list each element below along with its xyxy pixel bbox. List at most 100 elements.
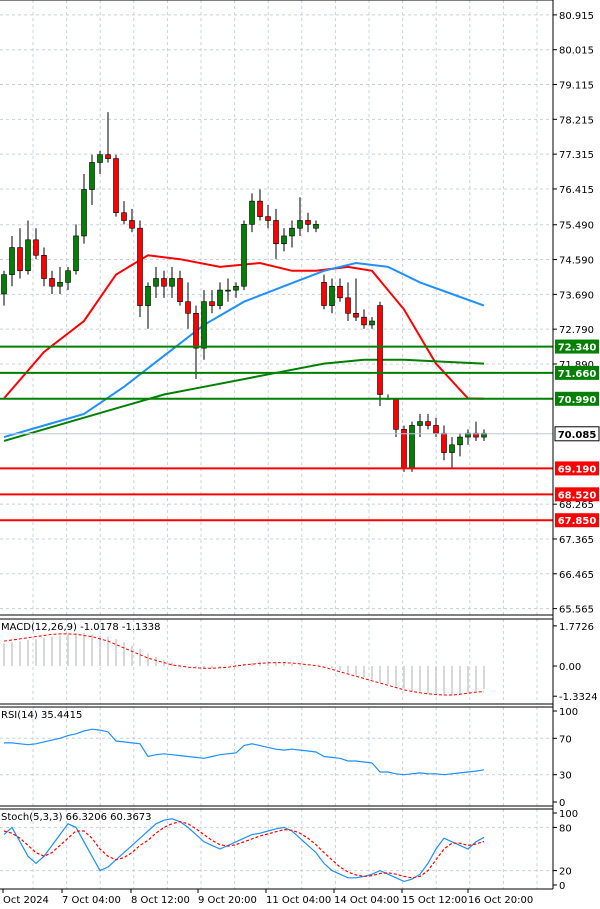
level-badge-bg — [555, 487, 599, 502]
level-badge: 71.660 — [555, 365, 599, 380]
candle — [161, 270, 167, 298]
candle — [193, 305, 199, 380]
candle-body — [433, 425, 439, 434]
candle-body — [177, 278, 183, 302]
price-tick-label: 77.315 — [559, 150, 594, 161]
candle — [49, 270, 55, 294]
level-badge: 68.520 — [555, 487, 599, 502]
indicator-line — [3, 820, 485, 879]
candle-body — [337, 285, 343, 299]
indicator-tick-label: 0 — [559, 798, 565, 809]
candle-body — [209, 301, 215, 306]
stoch-pane[interactable]: Stoch(5,3,3) 66.3206 60.3673 100 80 20 0 — [0, 809, 578, 892]
candle — [185, 282, 191, 329]
candle-body — [41, 254, 47, 279]
candle — [97, 150, 103, 175]
candle — [273, 208, 279, 260]
pane-borders — [0, 0, 554, 890]
candle — [65, 266, 71, 291]
level-badge-bg — [555, 365, 599, 380]
candle — [57, 266, 63, 294]
candle-body — [249, 200, 255, 225]
candle — [481, 429, 487, 441]
moving-average-line — [3, 261, 485, 439]
rsi-pane[interactable]: RSI(14) 35.4415 100 70 30 0 — [0, 707, 578, 809]
price-tick-label: 72.790 — [559, 325, 594, 336]
candle — [281, 228, 287, 252]
price-tick-label: 80.015 — [559, 46, 594, 57]
candle-body — [233, 285, 239, 291]
candle-body — [329, 285, 335, 306]
candle-body — [145, 285, 151, 306]
level-badge: 67.850 — [555, 513, 599, 528]
indicator-tick-label: 100 — [559, 707, 578, 718]
candle-body — [9, 247, 15, 275]
candle — [417, 413, 423, 438]
indicator-tick-label: 70 — [559, 734, 572, 745]
price-tick-label: 76.415 — [559, 185, 594, 196]
candle — [369, 317, 375, 329]
candle — [297, 197, 303, 236]
candle — [465, 429, 471, 445]
candle — [89, 154, 95, 205]
time-tick-label: Oct 2024 — [3, 895, 49, 906]
candle-body — [273, 220, 279, 244]
candle-body — [169, 278, 175, 287]
candle-body — [361, 316, 367, 326]
level-badge-bg — [555, 461, 599, 476]
candle-body — [257, 200, 263, 217]
candle — [25, 220, 31, 275]
candle — [257, 189, 263, 221]
price-pane[interactable] — [0, 112, 553, 522]
indicator-tick-label: 0 — [559, 881, 565, 892]
moving-average-line — [3, 358, 485, 442]
macd-pane[interactable]: MACD(12,26,9) -1.0178 -1.1338 1.7726 0.00 -… — [1, 622, 598, 703]
candle-body — [473, 432, 479, 438]
level-badge-label: 68.520 — [558, 490, 597, 501]
candle-body — [217, 289, 223, 306]
price-tick-label: 68.265 — [559, 500, 594, 511]
candle — [9, 235, 15, 287]
indicator-tick-label: 100 — [559, 809, 578, 820]
price-tick-label: 75.490 — [559, 221, 594, 232]
level-badge-label: 69.190 — [558, 464, 597, 475]
candle-body — [161, 278, 167, 287]
price-axis: 80.915 80.015 79.115 78.215 77.315 76.415 75.4… — [553, 11, 600, 616]
candle-body — [113, 158, 119, 214]
indicator-tick-label: 1.7726 — [559, 622, 594, 633]
level-badge: 69.190 — [555, 461, 599, 476]
candle-body — [121, 212, 127, 221]
candle — [129, 208, 135, 233]
indicator-header: RSI(14) 35.4415 — [1, 710, 82, 721]
candle — [289, 220, 295, 248]
candle-body — [289, 227, 295, 237]
level-badge-bg — [555, 391, 599, 406]
candle — [313, 220, 319, 233]
candle — [113, 154, 119, 217]
candle — [361, 309, 367, 329]
candle — [449, 437, 455, 469]
candle-body — [241, 224, 247, 287]
current-price-badge: 70.085 — [554, 426, 600, 442]
indicator-line — [4, 728, 485, 776]
candle — [337, 278, 343, 302]
price-tick-label: 65.565 — [559, 605, 594, 616]
candle-body — [17, 247, 23, 272]
time-tick-label: 8 Oct 12:00 — [131, 895, 190, 906]
candle-body — [417, 421, 423, 426]
candle-body — [377, 305, 383, 395]
candle-body — [49, 278, 55, 287]
candle-body — [225, 289, 231, 292]
candle-body — [185, 301, 191, 314]
candle-body — [305, 220, 311, 225]
price-tick-label: 67.365 — [559, 535, 594, 546]
candle-body — [129, 220, 135, 229]
candle-body — [33, 239, 39, 256]
candle-body — [1, 274, 7, 295]
candle — [241, 220, 247, 291]
price-tick-label: 73.690 — [559, 290, 594, 301]
time-tick-label: 9 Oct 20:00 — [198, 895, 257, 906]
candle-body — [353, 313, 359, 318]
moving-average-line — [3, 254, 485, 400]
